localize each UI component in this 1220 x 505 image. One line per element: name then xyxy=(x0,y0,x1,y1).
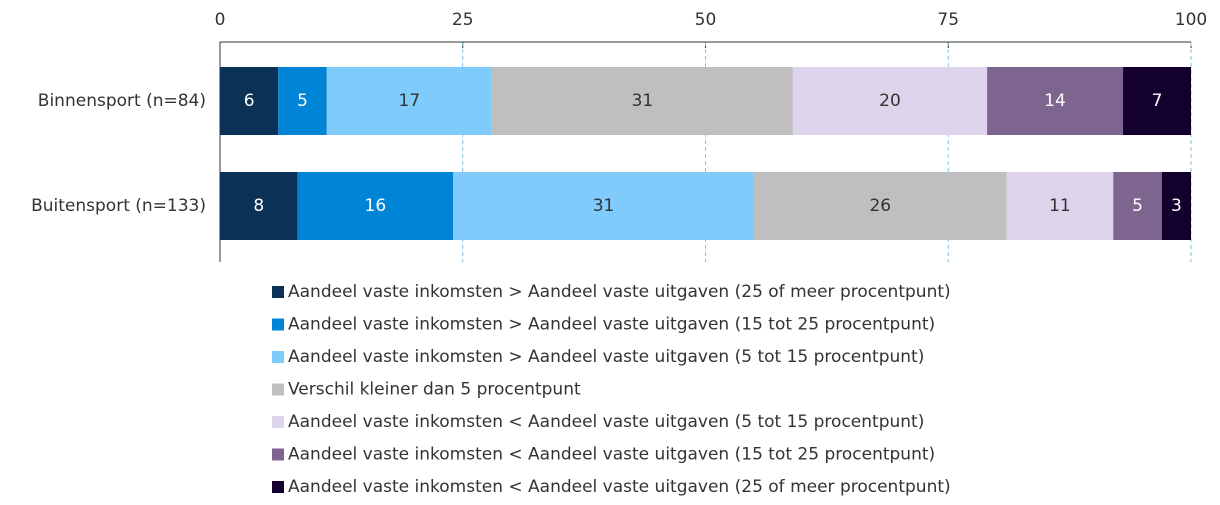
legend-swatch xyxy=(272,286,284,298)
legend-swatch xyxy=(272,351,284,363)
legend-label: Aandeel vaste inkomsten > Aandeel vaste … xyxy=(288,315,935,335)
bar-segment xyxy=(297,172,454,240)
legend-swatch xyxy=(272,481,284,493)
bar-segment xyxy=(1161,172,1191,240)
data-label: 17 xyxy=(399,91,421,111)
data-label: 5 xyxy=(1132,196,1143,216)
bar-segment xyxy=(220,67,279,135)
legend-swatch xyxy=(272,448,284,461)
x-tick-label: 50 xyxy=(695,10,717,30)
bar-segment xyxy=(220,172,298,240)
data-label: 8 xyxy=(253,196,264,216)
legend-swatch xyxy=(272,416,284,428)
bar-segment xyxy=(754,172,1007,240)
legend-label: Aandeel vaste inkomsten < Aandeel vaste … xyxy=(288,445,935,465)
legend-label: Verschil kleiner dan 5 procentpunt xyxy=(288,380,581,400)
bar-segment xyxy=(1123,67,1191,135)
data-label: 3 xyxy=(1171,196,1182,216)
x-tick-label: 100 xyxy=(1175,10,1207,30)
x-tick-label: 0 xyxy=(215,10,226,30)
y-tick-label: Buitensport (n=133) xyxy=(31,196,206,216)
data-label: 26 xyxy=(869,196,891,216)
legend-label: Aandeel vaste inkomsten < Aandeel vaste … xyxy=(288,477,951,497)
data-label: 20 xyxy=(879,91,901,111)
data-label: 14 xyxy=(1044,91,1066,111)
x-tick-label: 25 xyxy=(452,10,474,30)
data-label: 11 xyxy=(1049,196,1071,216)
data-label: 31 xyxy=(593,196,615,216)
legend-label: Aandeel vaste inkomsten > Aandeel vaste … xyxy=(288,282,951,302)
data-label: 16 xyxy=(365,196,387,216)
data-label: 7 xyxy=(1152,91,1163,111)
legend-swatch xyxy=(272,318,284,331)
bar-segment xyxy=(453,172,755,240)
legend-label: Aandeel vaste inkomsten > Aandeel vaste … xyxy=(288,347,924,367)
bar-segment xyxy=(326,67,492,135)
data-label: 6 xyxy=(244,91,255,111)
y-tick-label: Binnensport (n=84) xyxy=(38,91,206,111)
bar-segment xyxy=(278,67,327,135)
data-label: 31 xyxy=(632,91,654,111)
bar-segment xyxy=(987,67,1124,135)
x-tick-label: 75 xyxy=(937,10,959,30)
legend-label: Aandeel vaste inkomsten < Aandeel vaste … xyxy=(288,412,924,432)
data-label: 5 xyxy=(297,91,308,111)
bar-segment xyxy=(792,67,988,135)
bar-segment xyxy=(491,67,793,135)
bar-segment xyxy=(1006,172,1114,240)
bar-segment xyxy=(1113,172,1162,240)
legend-swatch xyxy=(272,383,284,396)
